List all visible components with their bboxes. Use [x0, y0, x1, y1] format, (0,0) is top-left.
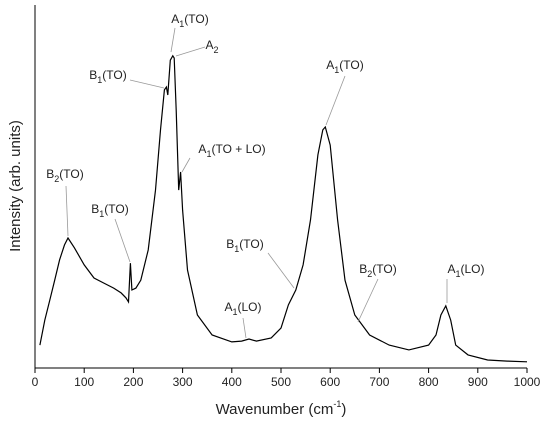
- x-tick-label: 100: [74, 375, 94, 389]
- x-tick-label: 1000: [514, 375, 541, 389]
- x-tick-label: 300: [173, 375, 193, 389]
- y-axis-label: Intensity (arb. units): [7, 120, 24, 252]
- annotation-leader: [325, 75, 346, 126]
- annotation: B1(TO): [226, 237, 263, 254]
- x-tick-label: 600: [320, 375, 340, 389]
- annotation-leader: [65, 185, 69, 237]
- annotation: A2: [205, 38, 218, 55]
- annotation: A1(TO): [171, 12, 208, 29]
- annotation-leader: [242, 317, 247, 339]
- x-tick-label: 0: [32, 375, 39, 389]
- x-tick-label: 500: [271, 375, 291, 389]
- annotation: B1(TO): [89, 68, 126, 85]
- spectrum-line: [39, 54, 528, 363]
- annotation-leader: [114, 218, 131, 263]
- annotation: A1(TO): [326, 58, 363, 75]
- x-tick-label: 400: [222, 375, 242, 389]
- x-tick-label: 700: [369, 375, 389, 389]
- annotation: B2(TO): [359, 262, 396, 279]
- annotation: B2(TO): [46, 167, 83, 184]
- x-tick-label: 200: [123, 375, 143, 389]
- x-tick-label: 900: [468, 375, 488, 389]
- annotation-leader: [175, 46, 206, 57]
- x-axis-label: Wavenumber (cm-1): [216, 399, 347, 418]
- annotation: A1(LO): [447, 262, 484, 279]
- annotation-leader: [170, 27, 176, 53]
- annotation-leader: [181, 157, 191, 173]
- annotation: A1(TO + LO): [198, 142, 265, 159]
- annotation-leader: [357, 278, 379, 323]
- annotation: B1(TO): [91, 202, 128, 219]
- x-tick-label: 800: [419, 375, 439, 389]
- annotation-leader: [267, 252, 295, 289]
- annotation: A1(LO): [224, 300, 261, 317]
- annotation-leader: [129, 79, 165, 89]
